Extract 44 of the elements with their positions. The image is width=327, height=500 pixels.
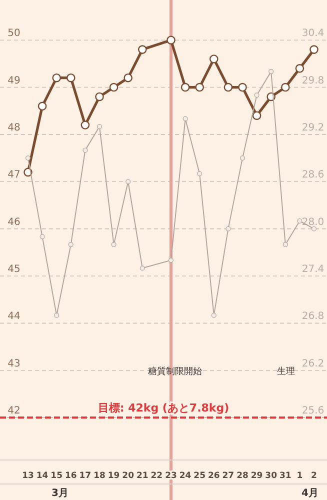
x-tick-label: 18 (94, 471, 106, 481)
y2-tick-label: 30.4 (302, 28, 324, 40)
x-tick-label: 22 (150, 471, 163, 481)
y-tick-label: 47 (8, 170, 20, 181)
x-tick-label: 24 (179, 471, 192, 481)
y2-tick-label: 28.6 (302, 170, 324, 181)
x-tick-label: 20 (122, 471, 134, 481)
x-tick-label: 2 (311, 471, 318, 481)
y-tick-label: 46 (8, 216, 20, 228)
x-tick-label: 25 (194, 471, 206, 481)
x-tick-label: 16 (64, 471, 77, 481)
y-tick-label: 45 (8, 264, 20, 275)
text: 3月 (52, 488, 68, 499)
y2-tick-label: 26.2 (302, 358, 324, 370)
annotation: 糖質制限開始 (148, 366, 202, 377)
x-tick-label: 27 (222, 471, 234, 481)
text: 4月 (302, 488, 318, 499)
x-tick-label: 19 (108, 471, 120, 481)
y2-tick-label: 25.6 (302, 406, 324, 417)
x-tick-label: 14 (36, 471, 48, 481)
x-tick-label: 23 (165, 471, 177, 481)
y-tick-label: 42 (8, 406, 20, 417)
ref-line-label: 目標: 42kg (あと7.8kg) (98, 402, 230, 415)
y2-tick-label: 29.8 (302, 75, 324, 86)
x-tick-label: 30 (265, 471, 278, 481)
y-tick-label: 49 (8, 75, 20, 86)
y-tick-label: 44 (8, 311, 20, 322)
x-tick-label: 28 (236, 471, 248, 481)
y2-tick-label: 29.2 (302, 122, 324, 134)
x-tick-label: 26 (208, 471, 220, 481)
x-tick-label: 31 (279, 471, 292, 481)
x-tick-label: 29 (250, 471, 263, 481)
x-tick-label: 13 (22, 471, 34, 481)
x-tick-label: 21 (136, 471, 148, 481)
x-tick-label: 17 (79, 471, 92, 481)
y-tick-label: 48 (8, 122, 20, 134)
x-tick-label: 15 (50, 471, 63, 481)
y2-tick-label: 26.8 (302, 311, 324, 322)
y2-tick-label: 28.0 (302, 216, 324, 228)
y2-tick-label: 27.4 (302, 264, 324, 275)
y-tick-label: 50 (8, 28, 20, 40)
y-tick-label: 43 (8, 358, 20, 370)
x-tick-label: 1 (296, 471, 303, 481)
annotation: 生理 (277, 366, 295, 377)
